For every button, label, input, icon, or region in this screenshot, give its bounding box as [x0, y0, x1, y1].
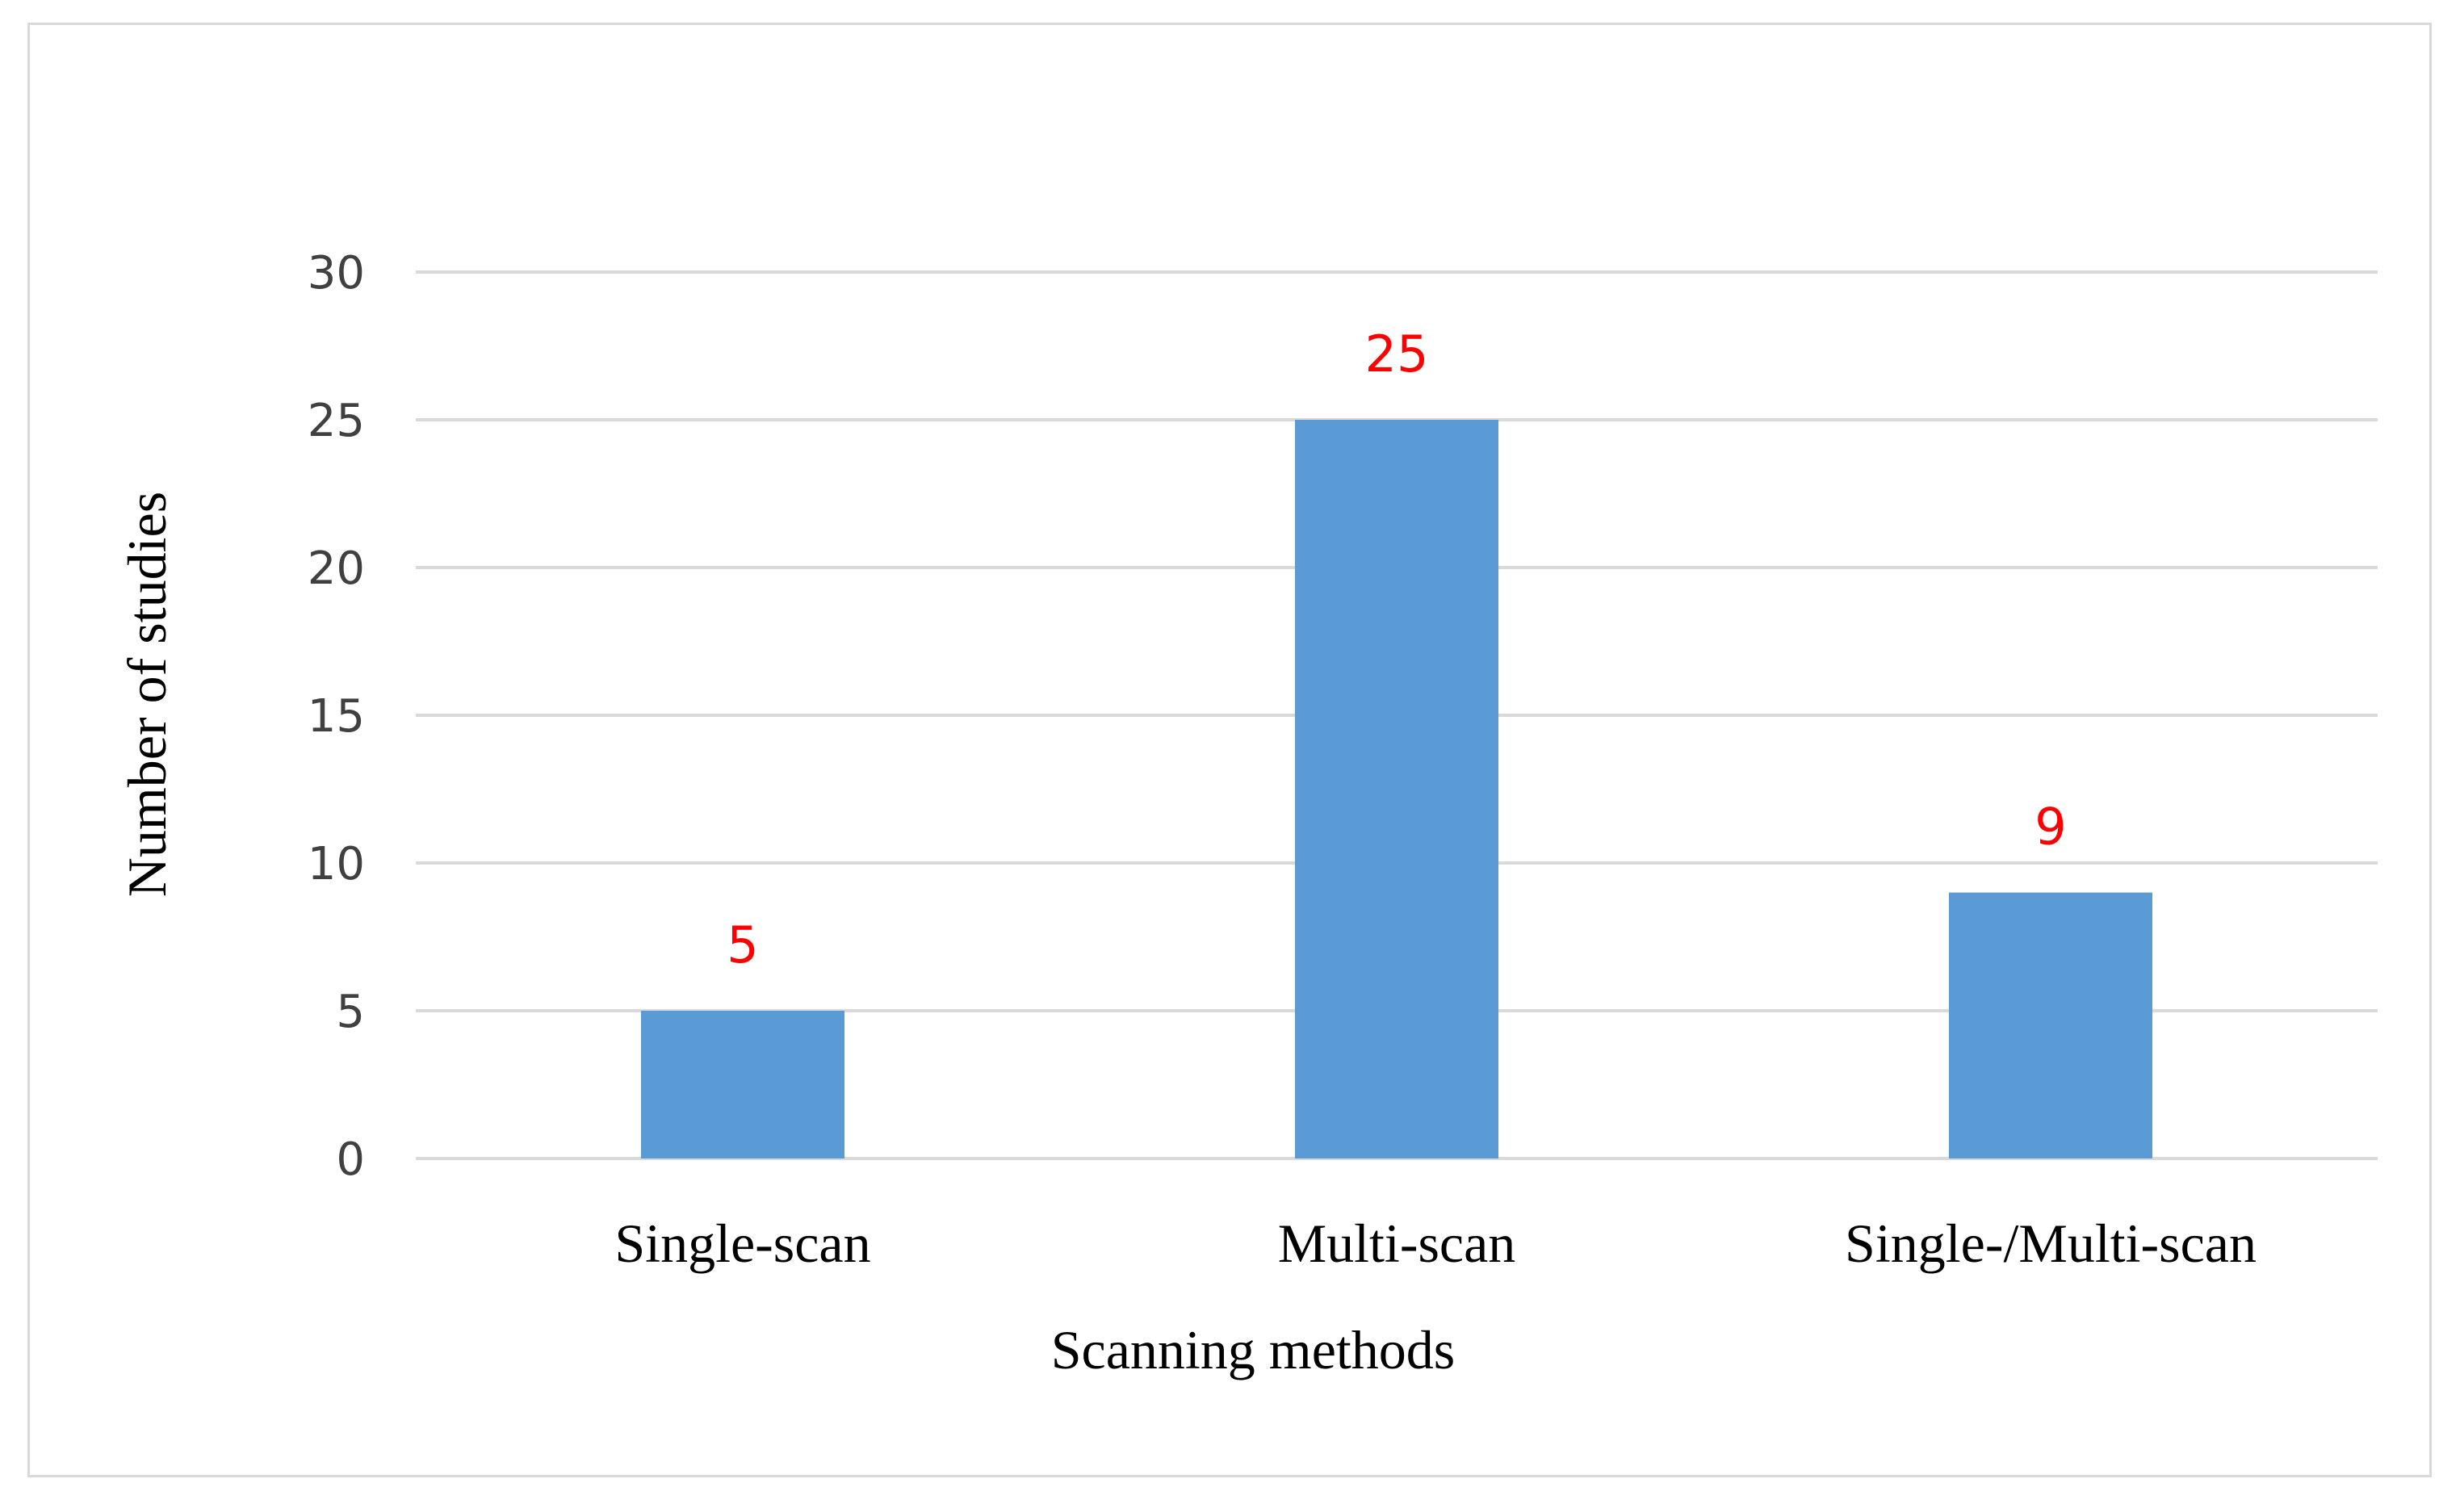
data-label: 9 — [2034, 798, 2066, 857]
y-tick-label: 0 — [336, 1133, 365, 1186]
bar — [641, 1011, 844, 1158]
x-tick-label: Single-scan — [614, 1213, 870, 1274]
bar — [1949, 892, 2152, 1158]
y-tick-label: 20 — [308, 543, 365, 595]
x-tick-label: Single-/Multi-scan — [1845, 1213, 2257, 1274]
data-label: 25 — [1365, 325, 1429, 383]
y-axis-title: Number of studies — [116, 492, 178, 897]
x-tick-label: Multi-scan — [1278, 1213, 1516, 1274]
data-label: 5 — [727, 915, 758, 974]
y-tick-label: 15 — [308, 690, 365, 743]
y-tick-label: 10 — [308, 838, 365, 890]
x-axis-ticks: Single-scan Multi-scan Single-/Multi-scan — [614, 1213, 2257, 1274]
data-labels: 5 25 9 — [727, 325, 2066, 974]
bars — [641, 420, 2152, 1158]
y-tick-label: 25 — [308, 395, 365, 447]
bar — [1295, 420, 1498, 1158]
x-axis-title: Scanning methods — [1051, 1319, 1456, 1380]
y-tick-label: 30 — [308, 247, 365, 300]
chart-frame — [27, 23, 2432, 1477]
y-tick-label: 5 — [336, 986, 365, 1038]
y-axis-ticks: 0 5 10 15 20 25 30 — [308, 247, 365, 1186]
